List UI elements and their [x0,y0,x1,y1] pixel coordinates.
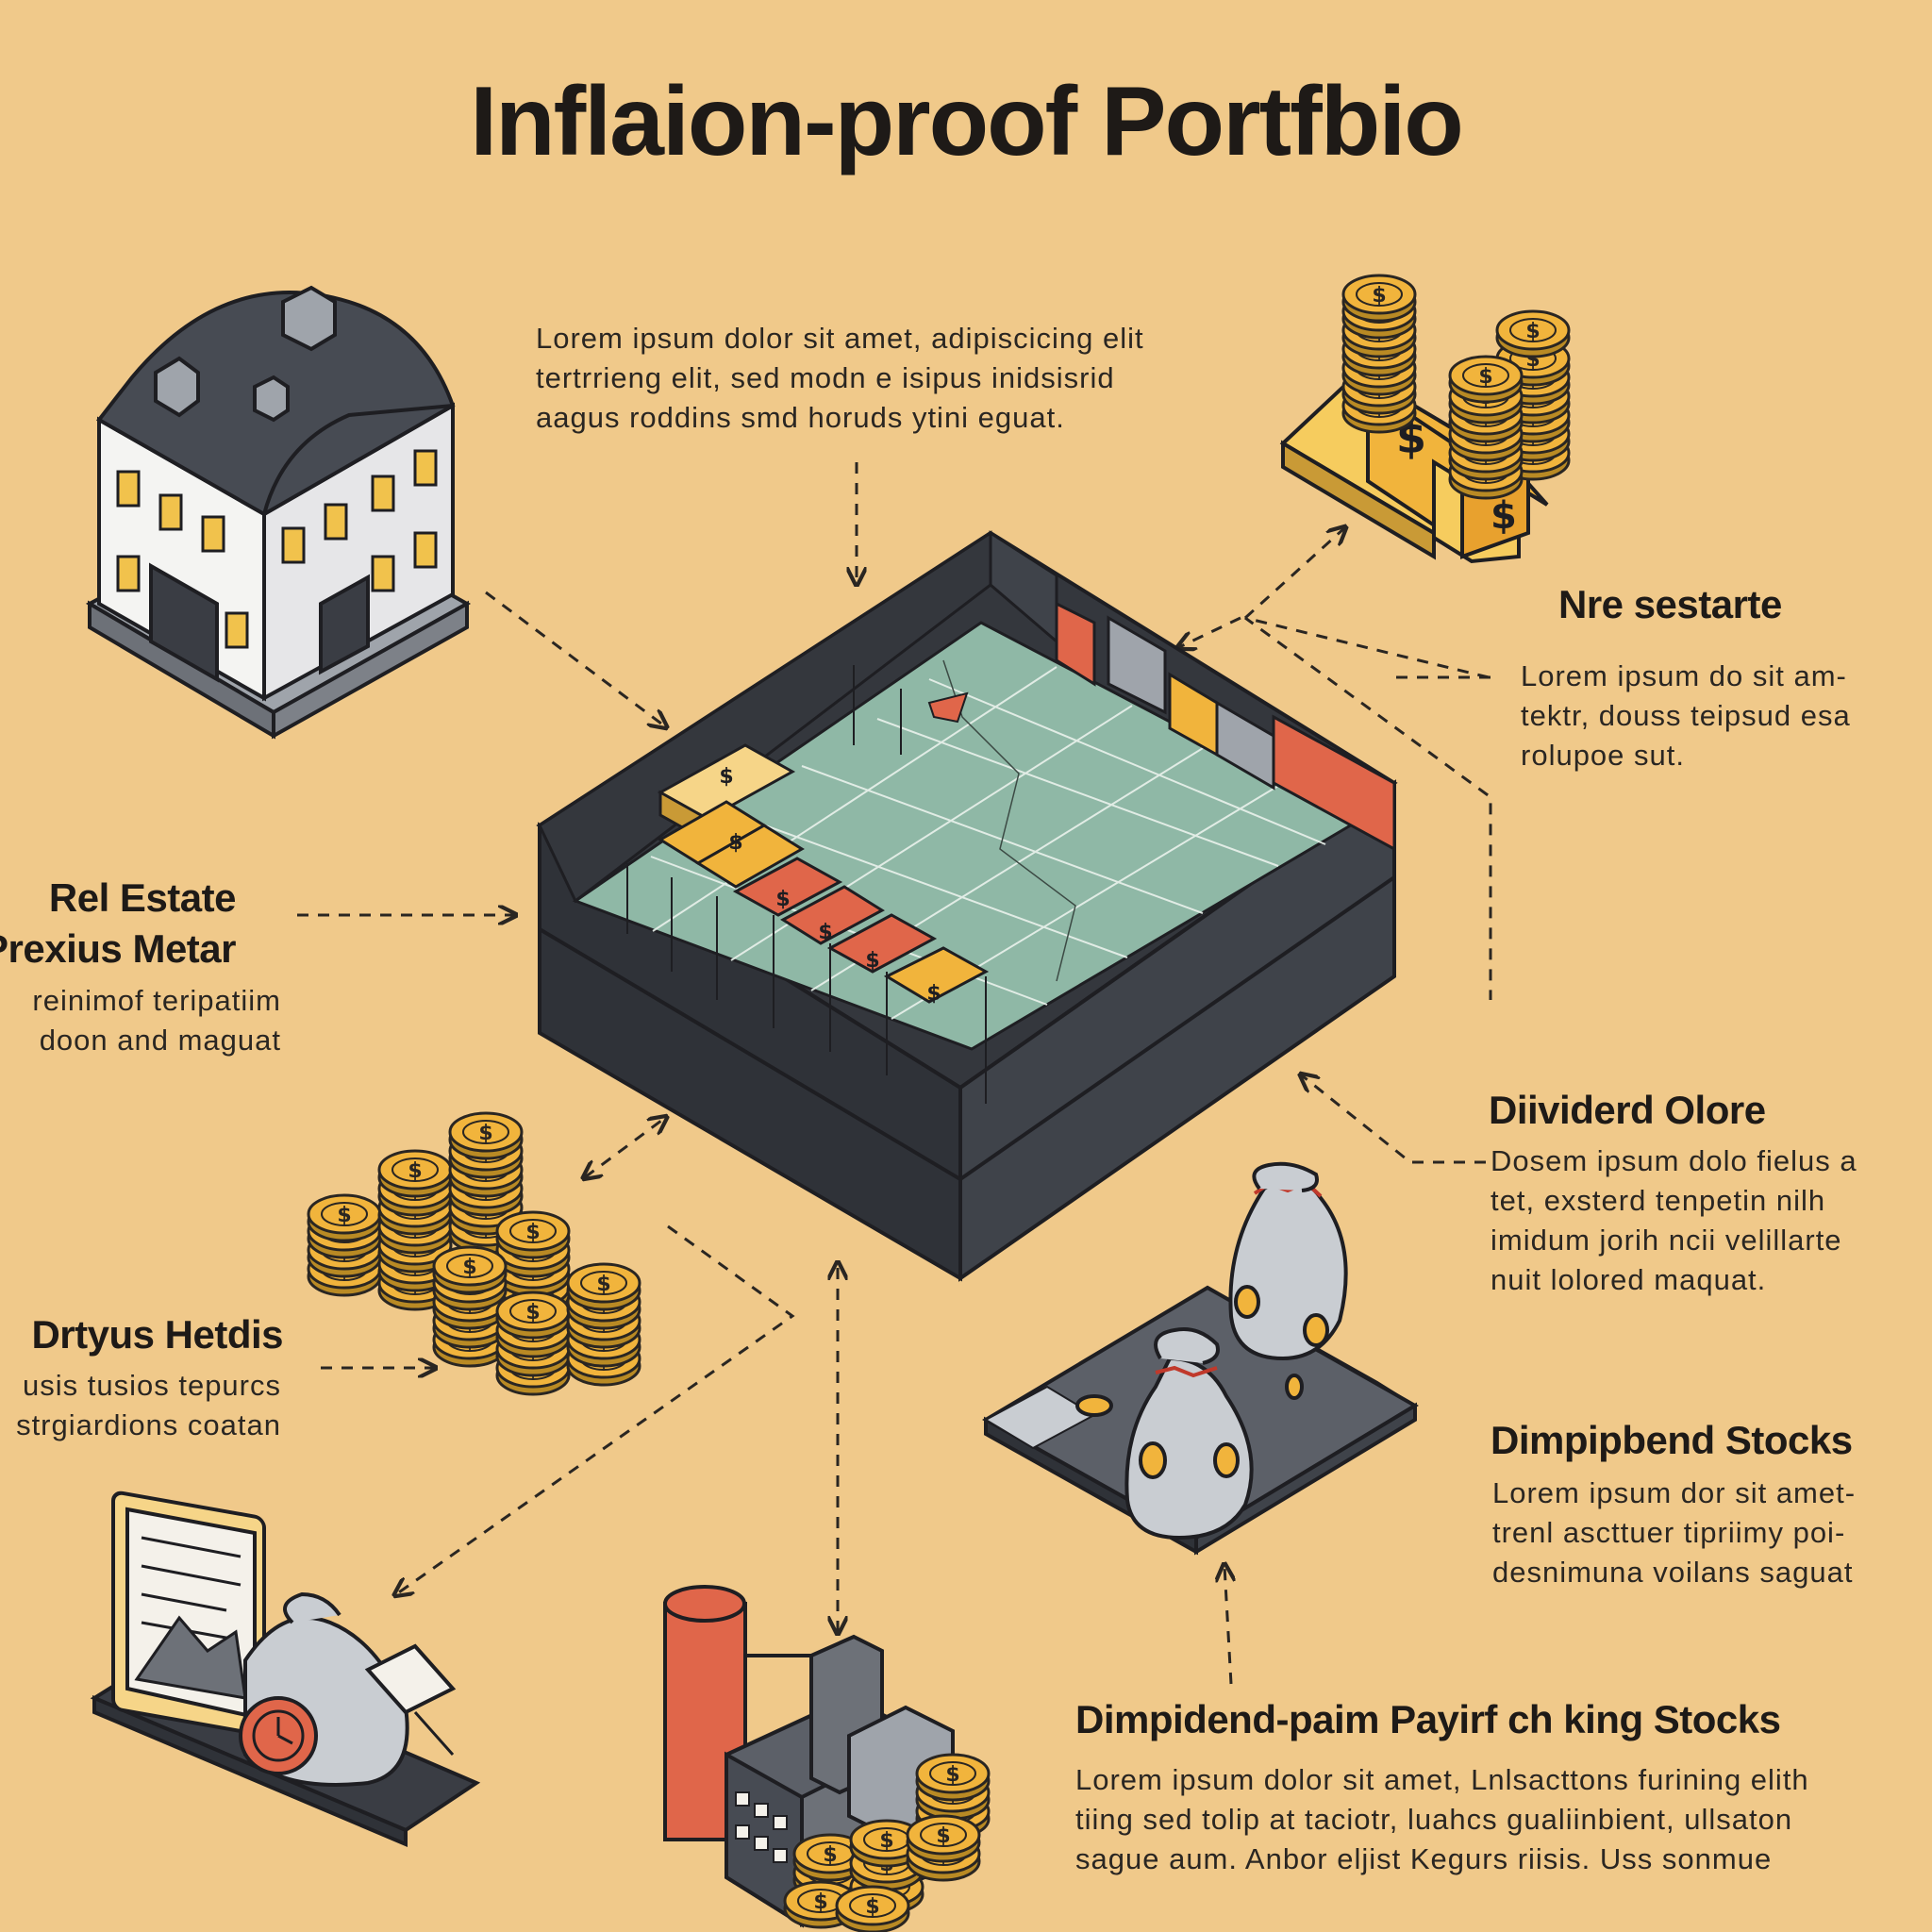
dividerd-olore-text: Dosem ipsum dolo fielus a tet, exsterd t… [1491,1144,1857,1296]
svg-text:$: $ [818,921,832,944]
svg-text:$: $ [719,765,733,789]
dimpipbend-stocks-heading: Dimpipbend Stocks [1491,1418,1853,1462]
real-estate-heading: Rel Estate Prexius Metar [0,875,236,971]
dimpidend-paying-heading: Dimpidend-paim Payirf ch king Stocks [1075,1697,1781,1741]
nre-sestarte-heading: Nre sestarte [1558,582,1782,626]
dividend-heads-text: usis tusios tepurcs strgiardions coatan [16,1369,281,1441]
svg-text:$: $ [926,982,941,1006]
page-title: Inflaion-proof Portfbio [470,67,1464,176]
connectors [297,462,1492,1685]
tablet-chart-icon [90,1491,481,1848]
intro-line: tertrrieng elit, sed modn e isipus inids… [536,361,1115,394]
intro-text: Lorem ipsum dolor sit amet, adipiscicing… [536,319,1144,438]
factory-icon [663,1585,955,1928]
nre-sestarte-text: Lorem ipsum do sit am- tektr, douss teip… [1521,659,1851,772]
dividerd-olore-heading: Diividerd Olore [1489,1088,1766,1132]
dividend-heads-heading: Drtyus Hetdis [31,1312,283,1357]
svg-text:$: $ [865,949,879,973]
svg-text:$: $ [775,888,790,911]
dimpidend-paying-text: Lorem ipsum dolor sit amet, Lnlsacttons … [1075,1763,1809,1875]
portfolio-board-icon: $ $ $ $ $ $ [536,530,1398,1282]
svg-text:$: $ [728,831,742,855]
money-bags-icon [982,1161,1419,1556]
coin-stacks-icon [307,1111,641,1396]
real-estate-text: reinimof teripatiim doon and maguat [32,984,281,1057]
dimpipbend-stocks-text: Lorem ipsum dor sit amet- trenl ascttuer… [1492,1476,1857,1589]
intro-line: Lorem ipsum dolor sit amet, adipiscicing… [536,322,1144,355]
svg-text:$: $ [1491,494,1517,538]
building-icon [85,285,472,740]
intro-line: aagus roddins smd horuds ytini eguat. [536,401,1065,434]
